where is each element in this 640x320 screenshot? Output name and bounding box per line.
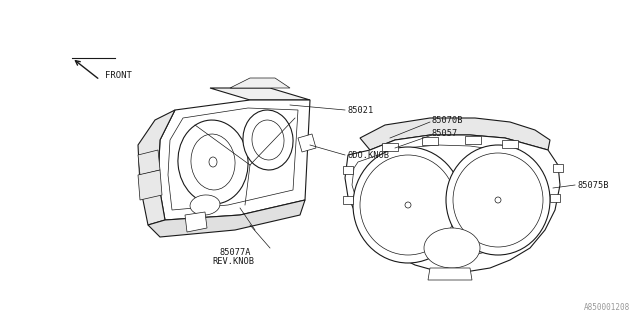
Ellipse shape — [446, 145, 550, 255]
Polygon shape — [345, 135, 560, 272]
Polygon shape — [210, 88, 310, 100]
Polygon shape — [382, 143, 398, 151]
Polygon shape — [148, 200, 305, 237]
Text: 85077A: 85077A — [220, 247, 252, 257]
Polygon shape — [465, 136, 481, 144]
Text: A850001208: A850001208 — [584, 303, 630, 312]
Polygon shape — [138, 110, 175, 225]
Ellipse shape — [178, 120, 248, 204]
Polygon shape — [360, 118, 550, 150]
Ellipse shape — [252, 120, 284, 160]
Polygon shape — [343, 196, 353, 204]
Ellipse shape — [360, 155, 456, 255]
Polygon shape — [158, 100, 310, 220]
Text: FRONT: FRONT — [105, 70, 132, 79]
Polygon shape — [352, 145, 533, 258]
Ellipse shape — [190, 195, 220, 215]
Text: 85075B: 85075B — [577, 180, 609, 189]
Polygon shape — [185, 212, 207, 232]
Text: 85021: 85021 — [347, 106, 373, 115]
Ellipse shape — [405, 202, 411, 208]
Text: ODO.KNOB: ODO.KNOB — [347, 150, 389, 159]
Polygon shape — [502, 140, 518, 148]
Polygon shape — [553, 164, 563, 172]
Ellipse shape — [243, 110, 293, 170]
Ellipse shape — [495, 197, 501, 203]
Polygon shape — [138, 170, 162, 200]
Text: REV.KNOB: REV.KNOB — [212, 258, 254, 267]
Polygon shape — [168, 108, 298, 210]
Polygon shape — [428, 268, 472, 280]
Polygon shape — [343, 166, 353, 174]
Text: 85070B: 85070B — [432, 116, 463, 124]
Ellipse shape — [353, 147, 463, 263]
Polygon shape — [298, 134, 316, 152]
Polygon shape — [230, 78, 290, 88]
Polygon shape — [138, 150, 160, 175]
Polygon shape — [550, 194, 560, 202]
Ellipse shape — [424, 228, 480, 268]
Polygon shape — [422, 137, 438, 145]
Text: 85057: 85057 — [432, 129, 458, 138]
Ellipse shape — [209, 157, 217, 167]
Ellipse shape — [453, 153, 543, 247]
Ellipse shape — [191, 134, 235, 190]
